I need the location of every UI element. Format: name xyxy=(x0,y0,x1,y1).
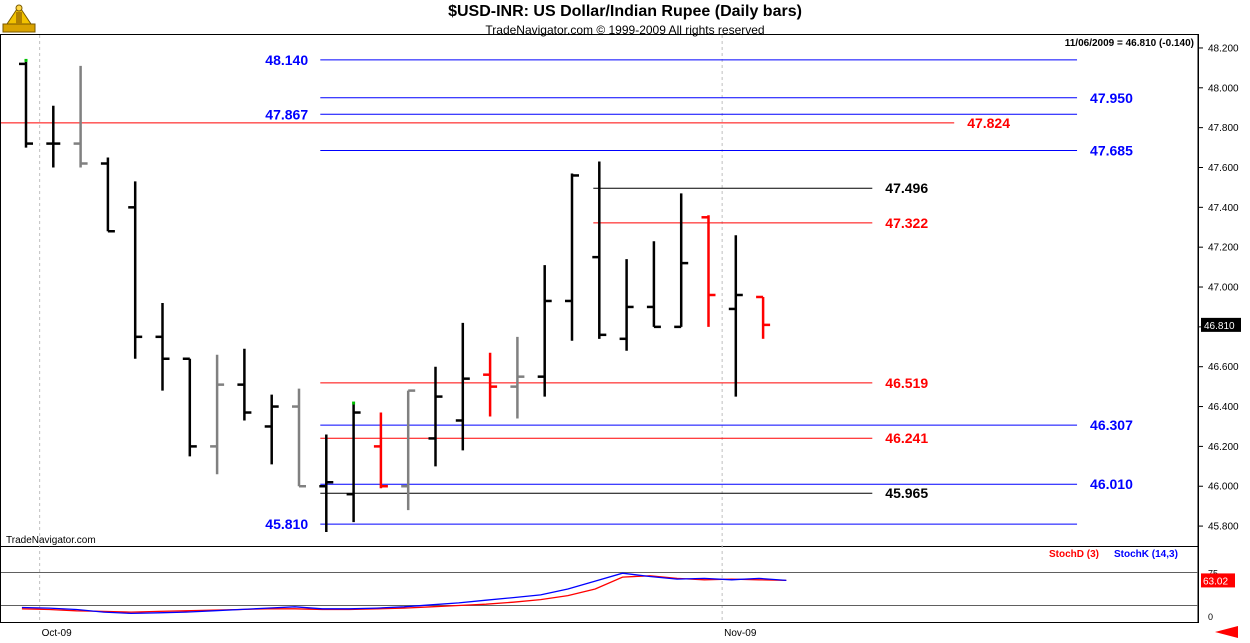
price-tick-label: 47.800 xyxy=(1208,123,1239,134)
stoch-last-value-label: 63.02 xyxy=(1203,576,1228,587)
price-tick-label: 46.600 xyxy=(1208,362,1239,373)
stoch-tick-label: 0 xyxy=(1208,612,1213,622)
stochastic-panel: 75063.02 xyxy=(1,569,1235,622)
price-bars xyxy=(19,58,771,533)
legend-stoch-d: StochD (3) xyxy=(1049,549,1099,560)
level-label: 46.241 xyxy=(885,430,928,446)
price-grid xyxy=(0,34,1199,623)
level-label: 46.519 xyxy=(885,375,928,391)
level-label: 47.322 xyxy=(885,215,928,231)
price-tick-label: 46.400 xyxy=(1208,402,1239,413)
price-tick-label: 45.800 xyxy=(1208,522,1239,533)
stoch-last-value-box xyxy=(1201,573,1235,588)
level-label: 45.965 xyxy=(885,485,928,501)
price-tick-label: 47.400 xyxy=(1208,203,1239,214)
level-label: 47.496 xyxy=(885,180,928,196)
price-tick-label: 47.600 xyxy=(1208,163,1239,174)
price-levels: 48.140 47.950 47.867 47.824 47.685 47.496 47.3… xyxy=(1,52,1133,532)
price-tick-label: 48.200 xyxy=(1208,43,1239,54)
level-label: 47.824 xyxy=(967,115,1010,131)
level-label: 45.810 xyxy=(265,516,308,532)
chart-title: $USD-INR: US Dollar/Indian Rupee (Daily … xyxy=(448,3,802,20)
price-tick-label: 46.000 xyxy=(1208,482,1239,493)
date-axis: Oct-09 Nov-09 xyxy=(42,626,1238,639)
price-tick-label: 47.000 xyxy=(1208,283,1239,294)
last-price-box xyxy=(1201,317,1241,332)
level-label: 46.010 xyxy=(1090,476,1133,492)
watermark: TradeNavigator.com xyxy=(6,535,96,546)
date-tick-label: Oct-09 xyxy=(42,628,72,639)
level-label: 48.140 xyxy=(265,52,308,68)
level-label: 47.950 xyxy=(1090,90,1133,106)
trade-navigator-logo-icon xyxy=(2,4,36,33)
legend-stoch-k: StochK (14,3) xyxy=(1114,549,1178,560)
price-tick-label: 46.200 xyxy=(1208,442,1239,453)
level-label: 46.307 xyxy=(1090,417,1133,433)
new-high-marker xyxy=(24,58,28,62)
price-readout: 11/06/2009 = 46.810 (-0.140) xyxy=(1064,38,1194,49)
chart-subtitle: TradeNavigator.com © 1999-2009 All right… xyxy=(485,23,765,37)
scroll-right-arrow-icon xyxy=(1215,626,1238,638)
price-axis: 45.80046.00046.20046.40046.60046.80047.0… xyxy=(1198,43,1241,533)
price-tick-label: 48.000 xyxy=(1208,83,1239,94)
level-label: 47.867 xyxy=(265,106,308,122)
price-tick-label: 47.200 xyxy=(1208,243,1239,254)
stoch-series-line xyxy=(21,572,787,615)
level-label: 47.685 xyxy=(1090,143,1133,159)
new-high-marker xyxy=(352,401,356,405)
last-price-label: 46.810 xyxy=(1204,321,1235,332)
stoch-series-line xyxy=(21,575,787,613)
date-tick-label: Nov-09 xyxy=(724,628,757,639)
